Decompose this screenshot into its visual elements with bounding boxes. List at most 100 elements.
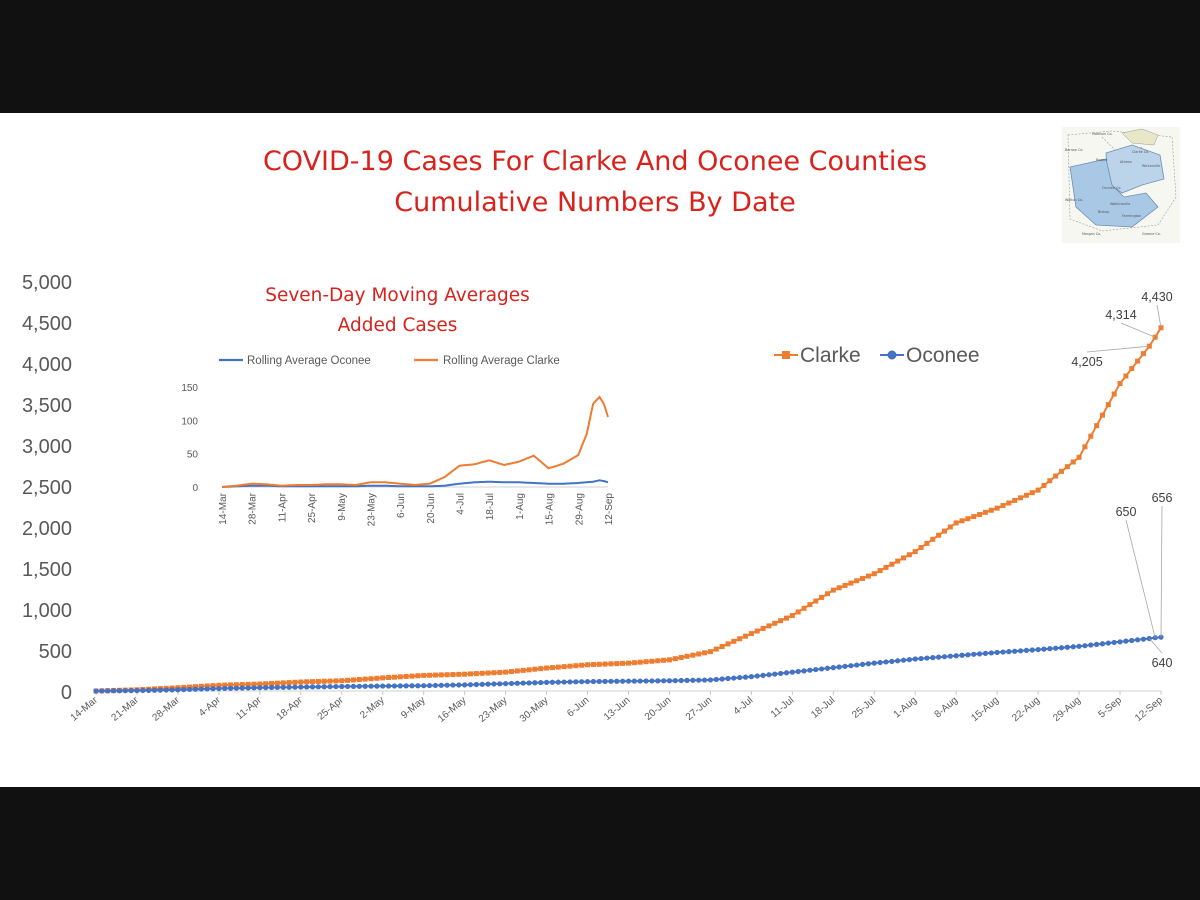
data-point bbox=[233, 685, 240, 691]
data-point bbox=[1152, 635, 1158, 641]
annotation-label: 656 bbox=[1152, 491, 1173, 505]
data-point bbox=[1064, 464, 1070, 470]
data-point bbox=[110, 688, 117, 694]
data-point bbox=[1105, 402, 1111, 408]
data-point bbox=[210, 683, 216, 689]
data-point bbox=[1070, 644, 1076, 650]
data-point bbox=[245, 685, 251, 691]
inset-x-tick-label: 6-Jun bbox=[396, 493, 407, 518]
x-tick-label: 23-May bbox=[477, 695, 510, 725]
data-point bbox=[491, 681, 497, 687]
data-point bbox=[356, 677, 362, 683]
data-point bbox=[479, 670, 485, 676]
x-tick-label: 25-Jul bbox=[850, 695, 878, 721]
data-point bbox=[456, 671, 462, 677]
data-point bbox=[1006, 649, 1012, 655]
data-point bbox=[748, 631, 754, 637]
annotation-label: 650 bbox=[1116, 505, 1137, 519]
inset-x-tick-label: 18-Jul bbox=[485, 493, 496, 520]
data-point bbox=[1088, 642, 1094, 648]
data-point bbox=[1029, 490, 1035, 496]
chart-title: COVID-19 Cases For Clarke And Oconee Cou… bbox=[190, 141, 1000, 223]
data-point bbox=[1117, 381, 1123, 386]
x-tick-label: 11-Apr bbox=[234, 694, 264, 722]
data-point bbox=[614, 661, 620, 667]
data-point bbox=[151, 687, 158, 693]
data-point bbox=[661, 657, 667, 663]
data-point bbox=[251, 681, 257, 687]
data-point bbox=[994, 505, 1000, 511]
data-point bbox=[549, 679, 556, 685]
x-tick-label: 1-Aug bbox=[892, 695, 920, 721]
map-label: Oconee Co. bbox=[1102, 186, 1121, 190]
data-point bbox=[684, 677, 690, 683]
data-point bbox=[233, 682, 239, 688]
data-point bbox=[239, 685, 245, 691]
data-point bbox=[848, 580, 854, 586]
data-point bbox=[1047, 646, 1053, 652]
data-point bbox=[596, 678, 602, 685]
data-point bbox=[520, 667, 526, 673]
data-point bbox=[1035, 646, 1041, 653]
y-tick-label: 1,000 bbox=[22, 600, 72, 622]
data-point bbox=[696, 677, 702, 683]
data-point bbox=[269, 680, 275, 686]
data-point bbox=[1076, 643, 1082, 649]
data-point bbox=[257, 685, 263, 691]
annotation-leader bbox=[1125, 519, 1156, 638]
data-point bbox=[877, 659, 883, 666]
data-point bbox=[590, 678, 596, 685]
data-point bbox=[959, 652, 965, 658]
annotation-leader bbox=[1148, 638, 1163, 654]
data-point bbox=[479, 681, 485, 687]
data-point bbox=[99, 688, 105, 694]
data-point bbox=[274, 684, 281, 691]
data-point bbox=[807, 667, 813, 673]
x-tick-label: 8-Aug bbox=[933, 695, 961, 721]
data-point bbox=[1076, 454, 1082, 460]
data-point bbox=[1070, 459, 1076, 465]
data-point bbox=[637, 678, 643, 684]
data-point bbox=[608, 678, 614, 684]
x-tick-label: 20-Jun bbox=[643, 695, 673, 723]
data-point bbox=[503, 669, 509, 675]
data-point bbox=[532, 666, 538, 672]
x-tick-label: 30-May bbox=[518, 695, 551, 725]
data-point bbox=[251, 685, 257, 691]
data-point bbox=[743, 633, 749, 639]
data-point bbox=[1082, 643, 1088, 649]
data-point bbox=[672, 656, 678, 662]
data-point bbox=[380, 683, 386, 689]
data-point bbox=[725, 675, 731, 682]
data-point bbox=[567, 663, 573, 669]
data-point bbox=[543, 679, 550, 685]
data-point bbox=[427, 672, 433, 678]
map-label: Barrow Co. bbox=[1065, 148, 1083, 152]
data-point bbox=[707, 677, 714, 683]
data-point bbox=[573, 663, 579, 669]
data-point bbox=[941, 528, 947, 534]
data-point bbox=[520, 680, 526, 686]
data-point bbox=[748, 674, 754, 680]
annotation: 650 bbox=[1116, 505, 1156, 638]
data-point bbox=[356, 683, 362, 689]
data-point bbox=[579, 662, 585, 668]
data-point bbox=[1152, 334, 1158, 340]
data-point bbox=[725, 641, 731, 647]
data-point bbox=[579, 679, 585, 685]
data-point bbox=[901, 555, 907, 561]
data-point bbox=[1105, 640, 1111, 646]
data-point bbox=[187, 686, 193, 693]
data-point bbox=[538, 679, 544, 686]
data-point bbox=[836, 585, 842, 591]
map-label: Winterville bbox=[1142, 164, 1160, 168]
data-point bbox=[941, 654, 948, 660]
x-tick-label: 29-Aug bbox=[1051, 695, 1083, 724]
data-point bbox=[684, 653, 690, 659]
data-point bbox=[491, 670, 497, 676]
data-point bbox=[602, 678, 608, 684]
y-tick-label: 3,500 bbox=[22, 395, 72, 417]
data-point bbox=[953, 653, 959, 659]
data-point bbox=[982, 509, 988, 515]
data-point bbox=[766, 623, 772, 629]
